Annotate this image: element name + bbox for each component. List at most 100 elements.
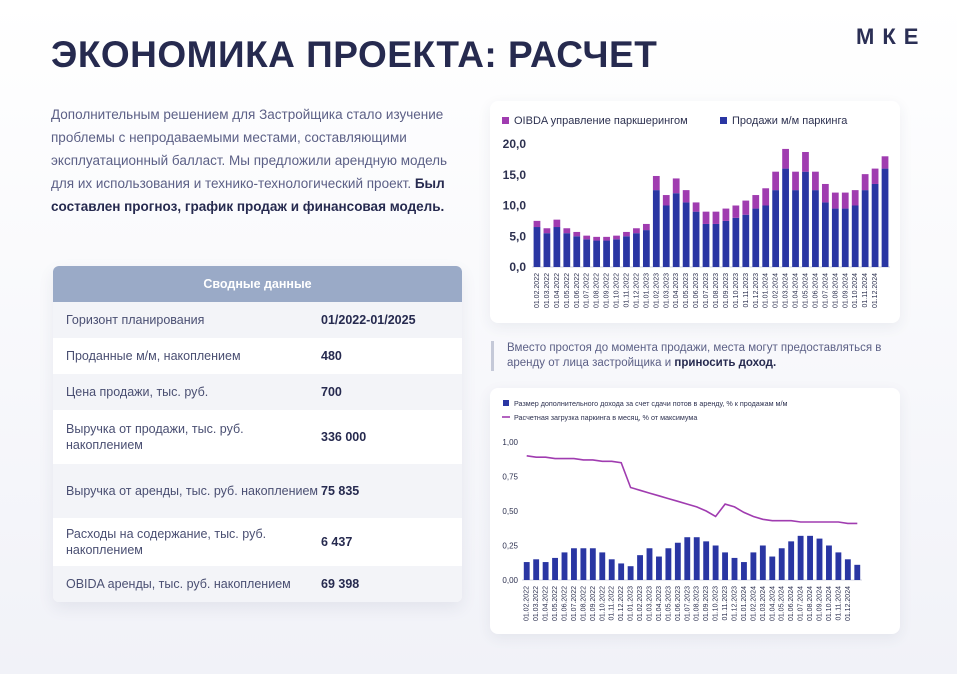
- x-tick-label: 01.09.2023: [723, 273, 730, 308]
- x-tick-label: 01.03.2022: [544, 273, 551, 308]
- x-tick-label: 01.05.2024: [802, 273, 809, 308]
- bar-income: [580, 548, 587, 580]
- x-tick-label: 01.07.2023: [684, 586, 691, 621]
- bar-sales: [871, 183, 879, 267]
- x-tick-label: 01.10.2024: [826, 586, 833, 621]
- bar-oibda: [762, 188, 770, 206]
- summary-row: Расходы на содержание, тыс. руб. накопле…: [53, 518, 462, 566]
- y-tick-label: 0,50: [502, 507, 518, 516]
- legend-swatch-income: [503, 400, 509, 406]
- x-tick-label: 01.05.2024: [779, 586, 786, 621]
- bar-income: [759, 545, 766, 580]
- bar-sales: [633, 233, 640, 267]
- x-tick-label: 01.12.2023: [753, 273, 760, 308]
- bar-oibda: [802, 151, 809, 172]
- y-tick-label: 10,0: [503, 199, 527, 213]
- x-tick-label: 01.09.2024: [817, 586, 824, 621]
- summary-row-label: Горизонт планирования: [66, 313, 205, 327]
- summary-row-label: OBIDA аренды, тыс. руб. накоплением: [66, 577, 291, 591]
- x-tick-label: 01.12.2022: [633, 273, 640, 308]
- summary-row-value: 6 437: [321, 535, 353, 549]
- x-tick-label: 01.03.2024: [760, 586, 767, 621]
- bar-sales: [583, 239, 591, 267]
- bar-oibda: [752, 195, 760, 209]
- bar-sales: [752, 208, 760, 267]
- bar-oibda: [652, 175, 660, 191]
- legend-label-income: Размер дополнительного дохода за счет сд…: [514, 399, 787, 408]
- bar-income: [778, 548, 785, 580]
- rental-chart-card: Размер дополнительного дохода за счет сд…: [490, 388, 900, 634]
- bar-sales: [533, 227, 541, 267]
- bar-oibda: [841, 192, 849, 209]
- x-tick-label: 01.03.2022: [533, 586, 540, 621]
- bar-income: [741, 562, 747, 580]
- bar-oibda: [871, 168, 879, 184]
- x-tick-label: 01.01.2023: [643, 273, 650, 308]
- bar-income: [599, 552, 606, 580]
- sales-chart: OIBDA управление паркшерингом Продажи м/м…: [502, 115, 890, 308]
- bar-oibda: [593, 236, 601, 241]
- x-tick-label: 01.08.2024: [807, 586, 814, 621]
- bar-sales: [831, 208, 839, 267]
- x-tick-label: 01.04.2022: [554, 273, 561, 308]
- x-tick-label: 01.02.2024: [750, 586, 757, 621]
- bar-sales: [742, 214, 750, 267]
- bar-income: [608, 559, 615, 580]
- summary-row-label: Выручка от аренды, тыс. руб. накоплением: [66, 484, 318, 498]
- y-tick-label: 0,75: [502, 473, 518, 482]
- legend-swatch-oibda: [502, 117, 509, 124]
- bar-oibda: [821, 183, 829, 203]
- bar-oibda: [782, 148, 789, 169]
- bar-income: [731, 557, 738, 580]
- bar-income: [797, 535, 804, 580]
- x-tick-label: 01.09.2024: [842, 273, 849, 308]
- bar-income: [561, 552, 568, 580]
- x-tick-label: 01.03.2023: [647, 586, 654, 621]
- rental-chart: Размер дополнительного дохода за счет сд…: [502, 399, 862, 621]
- x-tick-label: 01.01.2023: [628, 586, 635, 621]
- x-tick-label: 01.10.2023: [733, 273, 740, 308]
- summary-row-value: 700: [321, 385, 342, 399]
- summary-row-label: Цена продажи, тыс. руб.: [66, 385, 209, 399]
- intro-bold-text: Был составлен прогноз, график продаж и ф…: [51, 176, 445, 214]
- x-tick-label: 01.06.2024: [812, 273, 819, 308]
- summary-row: Проданные м/м, накоплением 480: [53, 338, 462, 374]
- bar-income: [627, 566, 634, 580]
- x-tick-label: 01.07.2024: [822, 273, 829, 308]
- x-tick-label: 01.05.2023: [665, 586, 672, 621]
- y-tick-label: 5,0: [509, 229, 526, 243]
- bar-oibda: [583, 235, 591, 240]
- rental-note-bold: приносить доход.: [674, 357, 777, 369]
- intro-text: Дополнительным решением для Застройщика …: [51, 107, 448, 191]
- bar-sales: [812, 190, 819, 267]
- bar-sales: [732, 217, 740, 267]
- bar-oibda: [533, 220, 541, 228]
- bar-income: [816, 538, 823, 580]
- x-tick-label: 01.07.2022: [584, 273, 591, 308]
- x-tick-label: 01.04.2022: [543, 586, 550, 621]
- bar-income: [703, 541, 710, 580]
- bar-oibda: [672, 178, 680, 194]
- x-tick-label: 01.05.2023: [683, 273, 690, 308]
- y-tick-label: 1,00: [502, 438, 518, 447]
- legend-swatch-sales: [720, 117, 727, 124]
- bar-oibda: [831, 192, 839, 209]
- x-tick-label: 01.07.2023: [703, 273, 710, 308]
- x-tick-label: 01.02.2023: [637, 586, 644, 621]
- x-tick-label: 01.04.2023: [656, 586, 663, 621]
- bar-sales: [662, 205, 670, 267]
- x-tick-label: 01.02.2022: [524, 586, 531, 621]
- summary-row-value: 75 835: [321, 484, 360, 498]
- x-tick-label: 01.11.2024: [862, 273, 869, 308]
- bar-sales: [821, 202, 829, 267]
- x-tick-label: 01.08.2022: [580, 586, 587, 621]
- bar-income: [788, 541, 795, 580]
- summary-row: OBIDA аренды, тыс. руб. накоплением 69 39…: [53, 566, 462, 602]
- bar-income: [722, 552, 728, 580]
- bar-income: [533, 559, 540, 580]
- summary-row-value: 480: [321, 349, 342, 363]
- x-tick-label: 01.06.2023: [693, 273, 700, 308]
- bar-income: [769, 556, 776, 580]
- x-tick-label: 01.04.2024: [769, 586, 776, 621]
- summary-table-body: Горизонт планирования 01/2022-01/2025 Прод…: [53, 302, 462, 602]
